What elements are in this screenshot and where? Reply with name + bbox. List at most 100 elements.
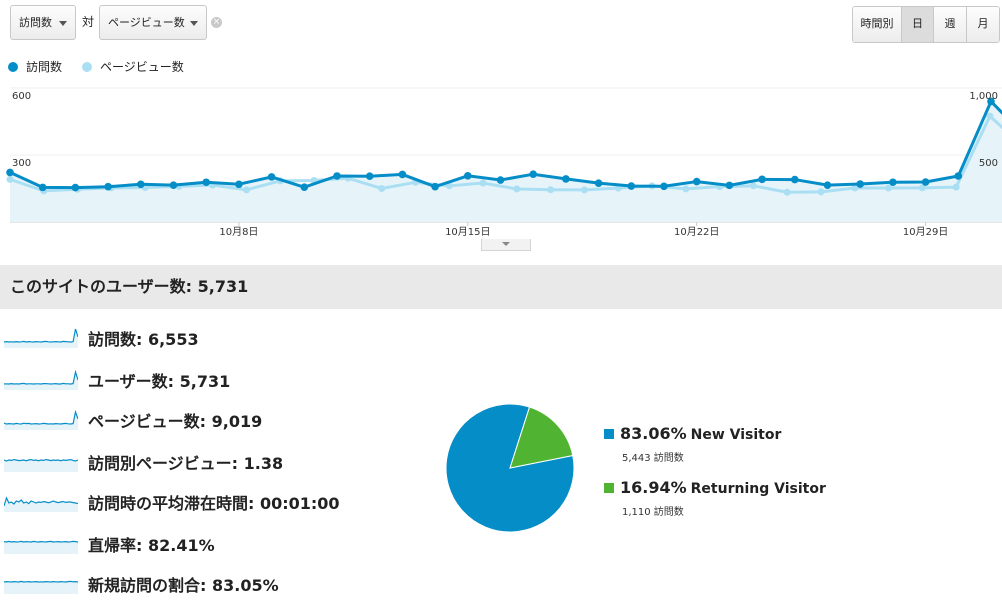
sparkline-line [4,540,78,543]
pageviews-point [817,188,825,196]
legend-item-pageviews[interactable]: ページビュー数 [82,58,184,75]
line-chart: 600 300 1,000 500 10月8日 10月15日 10月22日 10月29日 [6,87,1002,238]
pageviews-point [243,186,251,194]
metric-label: 訪問別ページビュー: 1.38 [88,454,284,473]
visits-point [169,181,178,189]
sparkline [4,328,78,348]
sparkline-area [4,372,78,390]
pie-name: Returning Visitor [690,481,826,497]
vs-label: 対 [82,15,95,29]
legend-swatch [604,429,614,439]
visits-point [529,170,537,179]
metric-label: 訪問時の平均滞在時間: 00:01:00 [88,494,340,513]
granularity-day-button[interactable]: 日 [901,7,933,42]
metric-row[interactable]: 訪問時の平均滞在時間: 00:01:00 [4,490,340,514]
chart-resize-handle[interactable] [481,239,531,251]
pageviews-point [952,183,960,191]
visits-point [267,173,276,181]
visits-point [398,170,407,179]
metric-label: ページビュー数: 9,019 [88,412,263,431]
sparkline-area [4,581,78,594]
series-dot-icon [82,61,93,72]
pie-count: 1,110 訪問数 [622,507,684,518]
visits-point [692,177,701,186]
visits-point [660,182,668,191]
metric2-dropdown[interactable]: ページビュー数 [99,5,207,40]
chevron-down-icon [59,21,67,26]
pageviews-point [513,185,521,193]
x-tick-label: 10月8日 [219,226,258,238]
clear-icon[interactable]: × [211,17,222,28]
metric2-label: ページビュー数 [108,16,185,29]
chevron-down-icon [502,242,510,246]
sparkline-line [4,328,78,343]
visits-point [562,175,570,183]
legend-item-visits[interactable]: 訪問数 [8,58,62,75]
metric-label: ユーザー数: 5,731 [88,372,231,391]
pie-legend-new: 83.06% New Visitor 5,443 訪問数 [604,424,781,464]
sparkline [4,540,78,554]
visits-point [38,183,47,192]
visits-point [235,180,243,189]
pie-slice-new-visitor [445,403,575,533]
sparkline-line [4,496,78,507]
chevron-down-icon [190,21,198,26]
visits-point [496,176,505,184]
granularity-month-button[interactable]: 月 [966,7,999,42]
sparkline [4,458,78,472]
visits-point [954,172,963,180]
visits-point [6,168,14,177]
metric-label: 訪問数: 6,553 [88,330,199,349]
visits-point [71,183,80,192]
pie-name: New Visitor [690,427,782,443]
y-tick-label-right: 500 [979,158,998,169]
visits-area [10,101,1002,222]
legend-label: ページビュー数 [100,60,184,74]
metric-label: 新規訪問の割合: 83.05% [88,576,279,595]
metric-row[interactable]: 訪問数: 6,553 [4,326,199,350]
metric-row[interactable]: ページビュー数: 9,019 [4,408,262,432]
visits-point [856,180,864,188]
sparkline-line [4,580,78,583]
pageviews-point [6,175,14,183]
visits-point [889,178,897,187]
visits-point [627,182,636,190]
pie-pct: 16.94% [620,478,687,497]
pageviews-point [885,184,893,192]
granularity-week-button[interactable]: 週 [933,7,966,42]
x-tick-label: 10月22日 [674,226,719,238]
pageviews-point [580,186,588,194]
visits-point [921,178,930,186]
metric-label: 直帰率: 82.41% [88,536,215,555]
visits-point [725,181,734,190]
visitor-pie-chart [445,403,575,533]
pie-pct: 83.06% [620,424,687,443]
visits-point [987,97,995,106]
sparkline [4,496,78,512]
visits-point [464,171,472,180]
y-tick-label: 600 [12,91,31,102]
metric1-dropdown[interactable]: 訪問数 [10,5,76,40]
pageviews-point [783,188,791,196]
x-tick-label: 10月29日 [903,226,948,238]
granularity-toggle: 時間別 日 週 月 [852,6,1000,43]
sparkline-line [4,409,78,425]
metric-row[interactable]: ユーザー数: 5,731 [4,368,230,392]
chart-legend: 訪問数 ページビュー数 [8,58,204,75]
pie-legend-returning: 16.94% Returning Visitor 1,110 訪問数 [604,478,826,518]
sparkline-line [4,369,78,385]
granularity-hourly-button[interactable]: 時間別 [853,7,901,42]
pageviews-point [918,184,926,192]
y-tick-label: 300 [12,158,31,169]
metric-row[interactable]: 新規訪問の割合: 83.05% [4,572,279,596]
pie-slice-returning-visitor [509,406,574,469]
visits-point [431,182,439,191]
metric-row[interactable]: 訪問別ページビュー: 1.38 [4,450,283,474]
pageviews-point [378,185,386,192]
sparkline-area [4,498,78,512]
pageviews-point [479,179,487,187]
metric-row[interactable]: 直帰率: 82.41% [4,532,215,556]
visits-point [594,179,603,187]
visits-point [202,178,210,187]
visits-point [333,172,341,180]
